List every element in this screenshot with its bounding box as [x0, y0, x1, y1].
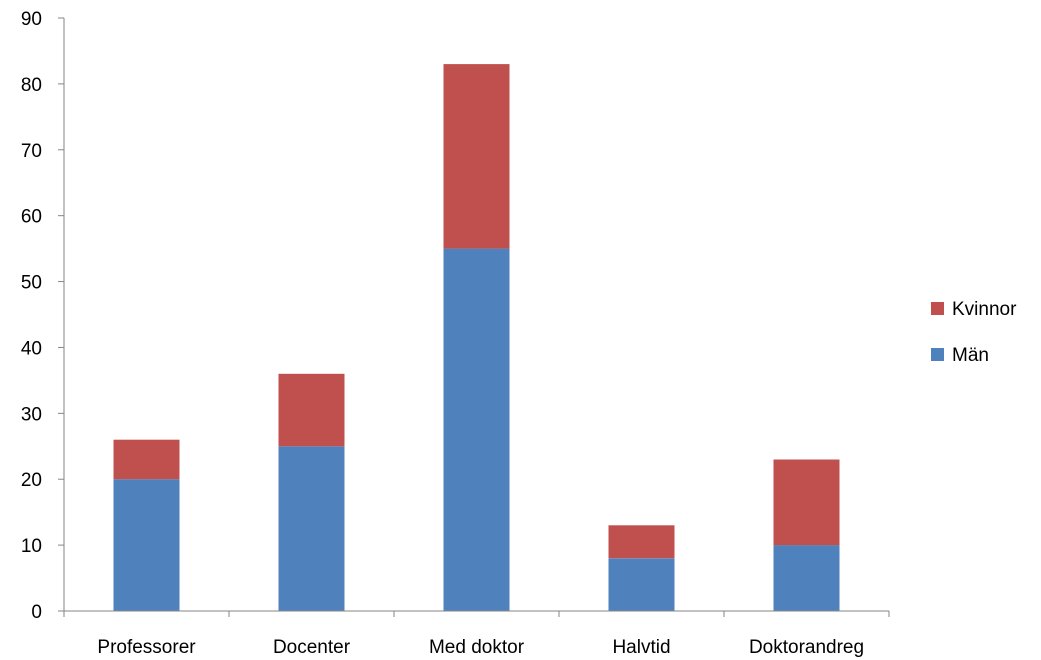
x-tick-label: Professorer	[97, 637, 196, 658]
y-tick-label: 70	[21, 141, 42, 162]
y-tick-label: 10	[21, 536, 42, 557]
y-tick-label: 60	[21, 207, 42, 228]
x-tick-label: Med doktor	[429, 637, 525, 658]
bar-m-n-halvtid	[608, 558, 675, 611]
x-tick-label: Docenter	[273, 637, 351, 658]
bar-m-n-docenter	[278, 446, 345, 611]
y-tick-label: 90	[21, 9, 42, 30]
legend: Kvinnor Män	[931, 299, 1017, 366]
bar-m-n-professorer	[113, 479, 180, 611]
legend-label: Kvinnor	[952, 299, 1017, 320]
bar-kvinnor-professorer	[113, 439, 180, 480]
bar-kvinnor-halvtid	[608, 525, 675, 559]
plot-area: 0 10 20 30 40 50 60 70 80 90 Professorer Docenter M…	[21, 9, 890, 658]
y-tick-label: 80	[21, 75, 42, 96]
bar-m-n-med-doktor	[443, 248, 510, 611]
legend-swatch-kvinnor	[931, 302, 944, 315]
y-tick-label: 30	[21, 404, 42, 425]
x-tick-label: Halvtid	[612, 637, 670, 658]
legend-swatch-m-n	[931, 348, 944, 361]
y-tick-label: 40	[21, 338, 42, 359]
y-axis-ticks: 0 10 20 30 40 50 60 70 80 90	[21, 9, 64, 623]
bar-kvinnor-doktorandreg	[773, 459, 840, 546]
legend-label: Män	[952, 345, 989, 366]
bar-m-n-doktorandreg	[773, 545, 840, 611]
axes-group	[63, 18, 889, 612]
x-axis-ticks: Professorer Docenter Med doktor Halvtid Dokt…	[63, 611, 890, 658]
bar-kvinnor-med-doktor	[443, 64, 510, 249]
bars-group	[113, 64, 840, 611]
y-tick-label: 0	[31, 602, 42, 623]
y-tick-label: 50	[21, 273, 42, 294]
y-tick-label: 20	[21, 470, 42, 491]
x-tick-label: Doktorandreg	[749, 637, 864, 658]
bar-kvinnor-docenter	[278, 373, 345, 447]
